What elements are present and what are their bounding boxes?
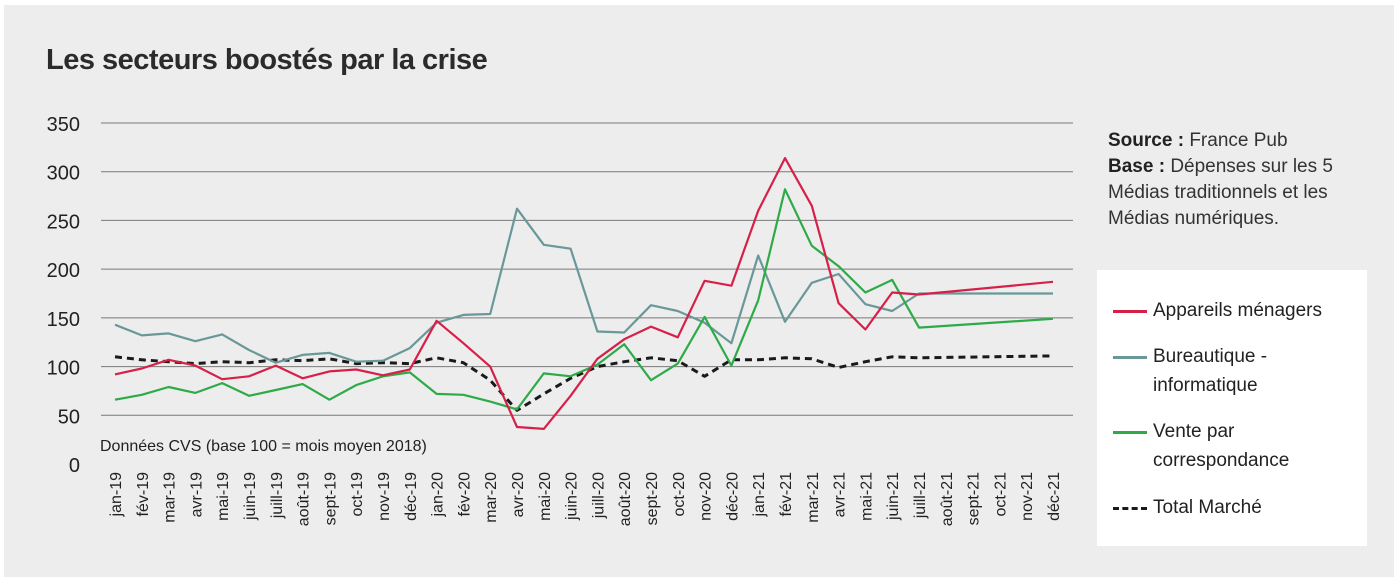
chart-annotation: Données CVS (base 100 = mois moyen 2018) [100,438,427,455]
x-tick-label: mai-20 [537,472,554,521]
x-tick-label: mai-21 [858,472,875,521]
base-label: Base : [1108,156,1166,177]
y-tick-label: 350 [47,114,80,136]
y-tick-label: 0 [69,455,80,477]
x-tick-label: mar-19 [162,472,179,523]
x-tick-label: mar-20 [483,472,500,523]
y-tick-label: 50 [58,406,80,428]
x-tick-label: déc-21 [1046,472,1063,521]
x-tick-label: nov-19 [376,472,393,521]
source-note: Source : France Pub Base : Dépenses sur … [1108,128,1378,232]
x-tick-label: oct-21 [992,472,1009,517]
y-tick-label: 100 [47,358,80,380]
y-tick-label: 200 [47,260,80,282]
x-tick-label: mar-21 [805,472,822,523]
x-tick-label: sept-21 [966,472,983,525]
legend-label-bureautique: Bureautique - informatique [1153,346,1268,396]
y-tick-labels: 0 50 100 150 200 250 300 350 [47,114,80,477]
x-tick-label: août-20 [617,472,634,526]
y-tick-label: 300 [47,163,80,185]
x-tick-label: avr-19 [188,472,205,517]
grid-lines [101,122,1073,416]
x-tick-label: jan-20 [430,472,447,518]
x-tick-label: juin-20 [564,472,581,521]
x-tick-label: août-19 [296,472,313,526]
chart-title: Les secteurs boostés par la crise [46,44,488,76]
legend-label-total: Total Marché [1153,497,1262,518]
x-tick-label: juill-19 [269,472,286,519]
chart-legend: Appareils ménagers Bureautique - informa… [1097,270,1367,546]
legend-item-vpc: Vente par correspondance [1113,417,1303,475]
legend-swatch-total [1113,507,1147,510]
x-tick-label: juill-20 [590,472,607,519]
legend-swatch-appareils [1113,310,1147,313]
x-tick-label: nov-21 [1019,472,1036,521]
x-tick-label: fév-20 [456,472,473,517]
x-tick-label: oct-20 [671,472,688,517]
series-line-1 [114,207,1053,364]
x-tick-label: jan-21 [751,472,768,518]
base-text: Dépenses sur les 5 Médias traditionnels … [1108,156,1333,229]
series-line-0 [114,157,1054,430]
series-lines [114,157,1054,430]
legend-label-vpc: Vente par correspondance [1153,421,1290,471]
x-tick-label: juin-21 [885,472,902,521]
legend-swatch-vpc [1113,431,1147,434]
x-tick-label: août-21 [939,472,956,526]
x-tick-label: sept-20 [644,472,661,525]
x-tick-label: juill-21 [912,472,929,519]
x-tick-label: fév-19 [135,472,152,517]
x-tick-label: fév-21 [778,472,795,517]
legend-label-appareils: Appareils ménagers [1153,300,1322,321]
y-tick-label: 150 [47,309,80,331]
x-tick-label: déc-19 [403,472,420,521]
series-line-3 [114,354,1054,412]
source-label: Source : [1108,130,1185,151]
x-tick-label: avr-21 [832,472,849,517]
legend-item-bureautique: Bureautique - informatique [1113,342,1303,400]
x-tick-label: avr-20 [510,472,527,517]
x-tick-label: juin-19 [242,472,259,521]
y-tick-label: 250 [47,211,80,233]
series-line-2 [114,188,1054,411]
legend-swatch-bureautique [1113,356,1147,359]
x-tick-label: sept-19 [322,472,339,525]
x-tick-label: oct-19 [349,472,366,517]
source-text: France Pub [1189,130,1288,151]
x-tick-label: jan-19 [108,472,125,518]
x-tick-label: nov-20 [698,472,715,521]
x-tick-label: mai-19 [215,472,232,521]
legend-item-total: Total Marché [1113,493,1353,522]
legend-item-appareils: Appareils ménagers [1113,296,1353,325]
x-tick-labels: jan-19 fév-19 mar-19 avr-19 mai-19 juin-19 jui… [108,472,1063,526]
x-tick-label: déc-20 [724,472,741,521]
